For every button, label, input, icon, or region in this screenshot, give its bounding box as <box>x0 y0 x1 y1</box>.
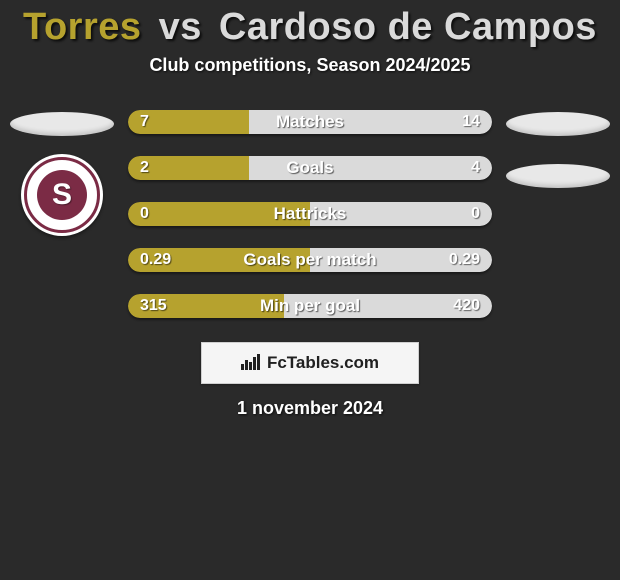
stat-bar: 0.290.29Goals per match <box>128 248 492 272</box>
right-club-oval-1 <box>506 112 610 136</box>
bar-label: Hattricks <box>128 202 492 226</box>
title-right: Cardoso de Campos <box>219 6 597 48</box>
bar-chart-icon <box>241 354 261 373</box>
date-line: 1 november 2024 <box>0 398 620 419</box>
right-club-oval-2 <box>506 164 610 188</box>
right-side <box>504 110 612 318</box>
stat-bar: 714Matches <box>128 110 492 134</box>
footer-text: FcTables.com <box>267 353 379 373</box>
stat-bar: 00Hattricks <box>128 202 492 226</box>
badge-ring <box>24 157 100 233</box>
footer-attribution[interactable]: FcTables.com <box>201 342 419 384</box>
stat-bar: 24Goals <box>128 156 492 180</box>
left-side: S <box>8 110 116 318</box>
subtitle: Club competitions, Season 2024/2025 <box>0 55 620 76</box>
bar-label: Goals <box>128 156 492 180</box>
bar-label: Matches <box>128 110 492 134</box>
bar-label: Goals per match <box>128 248 492 272</box>
left-club-oval <box>10 112 114 136</box>
title-left: Torres <box>23 6 141 48</box>
page-root: Torres vs Cardoso de Campos Club competi… <box>0 0 620 580</box>
left-club-badge: S <box>21 154 103 236</box>
content-row: S 714Matches 24Goals 00Hattricks 0.290.29Go… <box>0 110 620 318</box>
title-vs: vs <box>159 6 202 48</box>
page-title: Torres vs Cardoso de Campos <box>0 0 620 49</box>
stat-bars: 714Matches 24Goals 00Hattricks 0.290.29Goal… <box>116 110 504 318</box>
bar-label: Min per goal <box>128 294 492 318</box>
stat-bar: 315420Min per goal <box>128 294 492 318</box>
